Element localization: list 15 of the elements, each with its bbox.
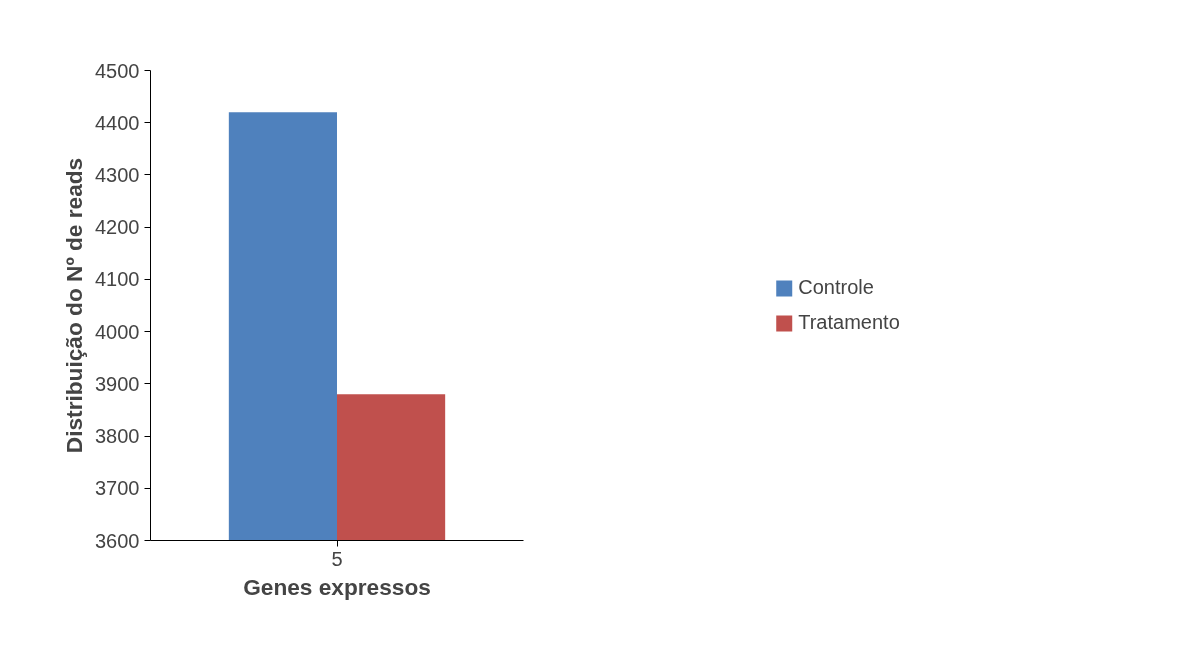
- y-tick-label: 3700: [95, 477, 140, 500]
- y-tick-label: 3900: [95, 372, 140, 395]
- x-axis-title: Genes expressos: [243, 573, 431, 600]
- y-axis-title: Distribuição do Nº de reads: [61, 157, 88, 454]
- y-tick-label: 3600: [95, 529, 140, 552]
- y-tick-label: 4200: [95, 216, 140, 239]
- legend-label: Controle: [798, 276, 874, 299]
- y-tick-label: 4000: [95, 320, 140, 343]
- y-tick-label: 4300: [95, 163, 140, 186]
- y-tick-label: 3800: [95, 425, 140, 448]
- y-tick-label: 4500: [95, 59, 140, 82]
- y-tick-label: 4100: [95, 268, 140, 291]
- x-tick-label: 5: [331, 547, 343, 570]
- y-tick-label: 4400: [95, 111, 140, 134]
- legend-label: Tratamento: [798, 311, 900, 334]
